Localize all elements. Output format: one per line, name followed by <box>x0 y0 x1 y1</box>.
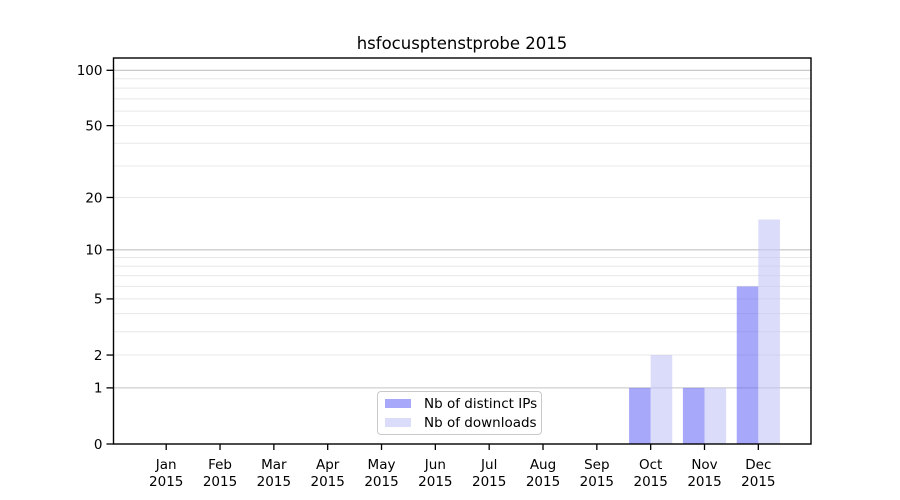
legend-swatch-downloads <box>385 418 411 427</box>
x-tick-label-month: Nov <box>691 457 717 473</box>
x-tick-label-month: Mar <box>261 457 287 473</box>
x-tick-label-year: 2015 <box>311 474 345 490</box>
y-tick-label: 100 <box>77 63 103 79</box>
bar-downloads <box>650 355 673 444</box>
x-tick-label-year: 2015 <box>741 474 775 490</box>
x-tick-label-month: Jan <box>155 457 177 473</box>
x-tick-label-year: 2015 <box>687 474 721 490</box>
legend-item-downloads: Nb of downloads <box>385 415 537 431</box>
plot-border <box>112 57 812 445</box>
x-tick-label-month: Apr <box>316 457 340 473</box>
legend: Nb of distinct IPs Nb of downloads <box>377 391 542 435</box>
y-tick-label: 50 <box>85 118 102 134</box>
y-tick-label: 0 <box>94 437 103 453</box>
y-tick-label: 5 <box>94 292 103 308</box>
x-tick-label-year: 2015 <box>580 474 614 490</box>
y-tick-label: 10 <box>85 243 102 259</box>
bar-distinct-ips <box>682 387 705 444</box>
bar-downloads <box>704 387 727 444</box>
x-tick-label-year: 2015 <box>418 474 452 490</box>
x-tick-label-month: May <box>368 457 396 473</box>
x-tick-label-year: 2015 <box>203 474 237 490</box>
x-tick-label-year: 2015 <box>472 474 506 490</box>
legend-item-distinct-ips: Nb of distinct IPs <box>385 396 537 412</box>
x-tick-label-year: 2015 <box>149 474 183 490</box>
x-tick-label-month: Feb <box>208 457 232 473</box>
x-tick-label-month: Aug <box>530 457 556 473</box>
x-tick-label-month: Oct <box>639 457 662 473</box>
legend-label-downloads: Nb of downloads <box>424 414 537 431</box>
x-tick-label-month: Jun <box>424 457 446 473</box>
x-tick-label-month: Jul <box>480 457 497 473</box>
bar-distinct-ips <box>736 286 759 444</box>
y-tick-label: 20 <box>85 190 102 206</box>
x-tick-label-year: 2015 <box>257 474 291 490</box>
x-tick-label-year: 2015 <box>633 474 667 490</box>
legend-label-distinct-ips: Nb of distinct IPs <box>424 395 538 412</box>
legend-swatch-distinct-ips <box>385 399 411 408</box>
x-tick-label-year: 2015 <box>364 474 398 490</box>
y-tick-label: 2 <box>94 348 103 364</box>
x-tick-label-year: 2015 <box>526 474 560 490</box>
bar-distinct-ips <box>629 387 651 444</box>
x-tick-label-month: Sep <box>584 457 609 473</box>
y-tick-label: 1 <box>94 381 103 397</box>
x-tick-label-month: Dec <box>745 457 771 473</box>
bar-downloads <box>758 219 780 444</box>
chart-title: hsfocusptenstprobe 2015 <box>356 34 568 53</box>
